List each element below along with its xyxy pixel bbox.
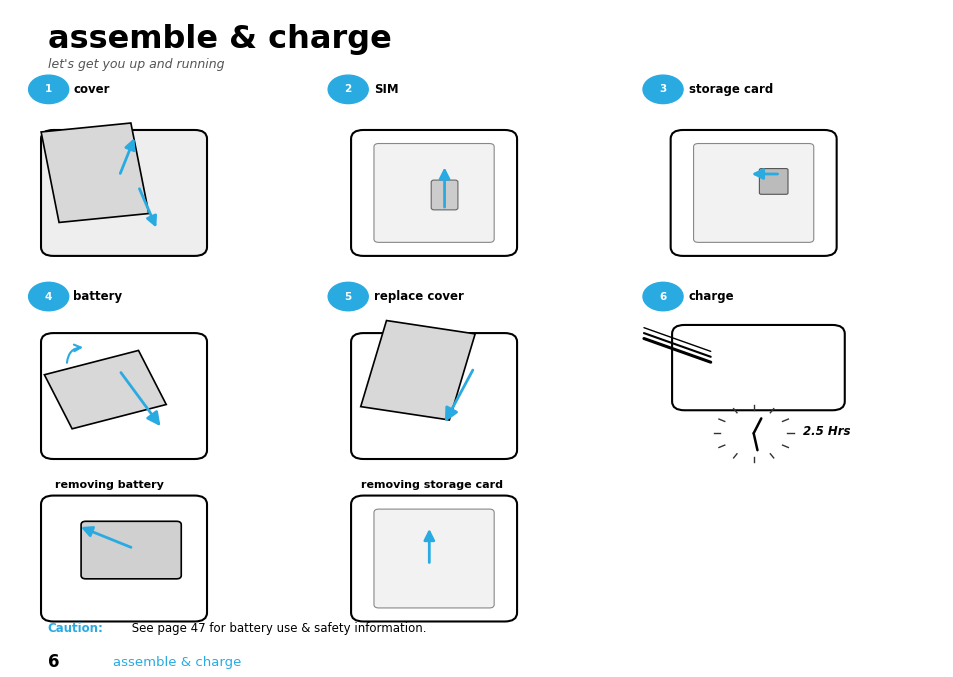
FancyBboxPatch shape	[670, 130, 836, 256]
Text: 6: 6	[659, 292, 666, 301]
Text: storage card: storage card	[688, 83, 772, 96]
Text: 4: 4	[45, 292, 52, 301]
Text: SIM: SIM	[374, 83, 398, 96]
Text: assemble & charge: assemble & charge	[112, 655, 241, 669]
Circle shape	[29, 282, 69, 311]
Text: replace cover: replace cover	[374, 290, 463, 303]
Text: See page 47 for battery use & safety information.: See page 47 for battery use & safety inf…	[128, 621, 426, 635]
Circle shape	[642, 282, 682, 311]
Text: assemble & charge: assemble & charge	[48, 24, 391, 55]
FancyBboxPatch shape	[351, 333, 517, 459]
Text: Caution:: Caution:	[48, 621, 104, 635]
Text: 2: 2	[344, 85, 352, 94]
FancyBboxPatch shape	[431, 180, 457, 210]
FancyBboxPatch shape	[351, 496, 517, 621]
FancyBboxPatch shape	[374, 144, 494, 242]
FancyBboxPatch shape	[351, 130, 517, 256]
Text: 6: 6	[48, 653, 59, 671]
Circle shape	[29, 75, 69, 104]
Text: 3: 3	[659, 85, 666, 94]
Polygon shape	[45, 351, 166, 429]
Text: charge: charge	[688, 290, 734, 303]
Text: let's get you up and running: let's get you up and running	[48, 58, 224, 70]
Text: 1: 1	[45, 85, 52, 94]
FancyBboxPatch shape	[693, 144, 813, 242]
FancyBboxPatch shape	[374, 509, 494, 608]
FancyBboxPatch shape	[41, 496, 207, 621]
Text: 2.5 Hrs: 2.5 Hrs	[802, 424, 850, 438]
Text: 5: 5	[344, 292, 352, 301]
FancyBboxPatch shape	[81, 521, 181, 579]
FancyBboxPatch shape	[759, 169, 787, 194]
FancyBboxPatch shape	[41, 333, 207, 459]
FancyBboxPatch shape	[671, 325, 843, 410]
Polygon shape	[360, 320, 475, 420]
Polygon shape	[41, 123, 149, 223]
Text: removing storage card: removing storage card	[360, 481, 502, 490]
Text: cover: cover	[73, 83, 110, 96]
Text: removing battery: removing battery	[55, 481, 164, 490]
Text: battery: battery	[73, 290, 122, 303]
FancyBboxPatch shape	[41, 130, 207, 256]
Circle shape	[328, 282, 368, 311]
Circle shape	[328, 75, 368, 104]
Circle shape	[642, 75, 682, 104]
